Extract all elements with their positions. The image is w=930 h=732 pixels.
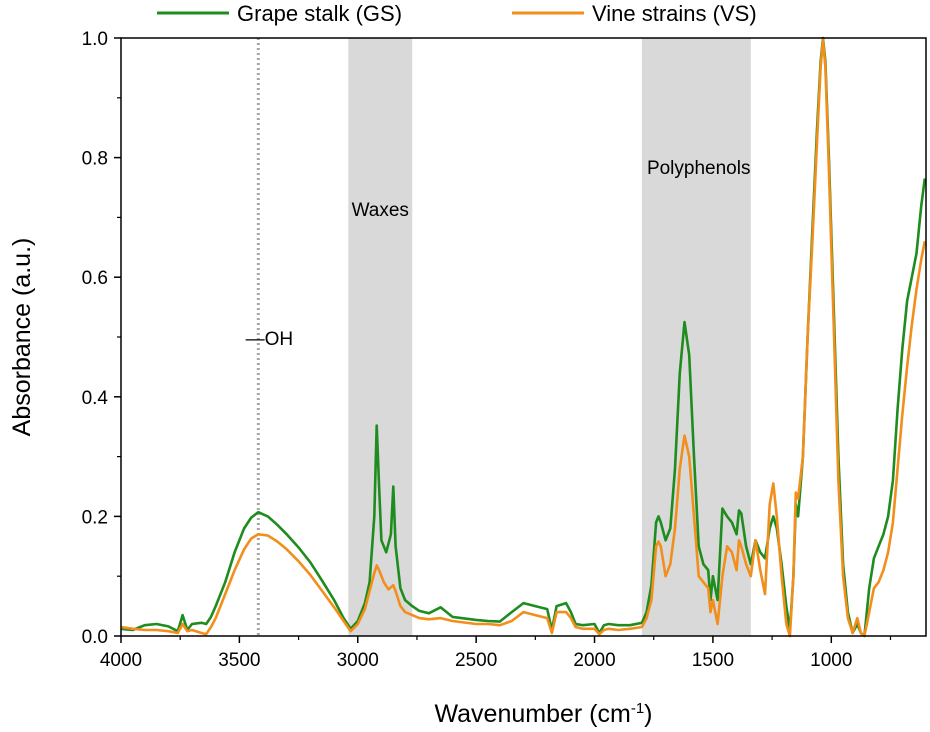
annotation-polyphenols: Polyphenols	[647, 158, 751, 179]
x-tick-label: 3000	[337, 650, 379, 671]
series-line-1	[120, 37, 927, 638]
shaded-region-0	[348, 38, 413, 636]
y-tick-label: 0.8	[82, 149, 108, 170]
y-axis-title: Absorbance (a.u.)	[8, 238, 36, 437]
shaded-regions	[348, 38, 751, 636]
legend: Grape stalk (GS) Vine strains (VS)	[157, 1, 757, 26]
y-tick-label: 0.2	[82, 507, 108, 528]
annotation-waxes: Waxes	[352, 200, 409, 221]
legend-label-0: Grape stalk (GS)	[237, 1, 402, 26]
series-lines	[120, 36, 927, 638]
x-tick-label: 3500	[218, 650, 260, 671]
plot-frame	[120, 37, 927, 637]
annotations: Waxes Polyphenols —OH	[246, 158, 751, 350]
y-tick-label: 1.0	[82, 29, 108, 50]
legend-label-1: Vine strains (VS)	[592, 1, 757, 26]
y-tick-label: 0.6	[82, 268, 108, 289]
x-axis-title: Wavenumber (cm-1)	[434, 700, 652, 728]
x-tick-label: 2000	[573, 650, 615, 671]
x-tick-label: 1000	[810, 650, 852, 671]
x-tick-label: 1500	[692, 650, 734, 671]
x-ticks: 4000 3500 3000 2500 2000 1500 1000	[100, 636, 892, 671]
series-line-0	[120, 36, 927, 638]
x-tick-label: 2500	[455, 650, 497, 671]
y-tick-label: 0.4	[82, 388, 109, 409]
annotation-oh: —OH	[246, 329, 294, 350]
y-ticks: 0.0 0.2 0.4 0.6 0.8 1.0	[82, 29, 121, 648]
y-tick-label: 0.0	[82, 627, 108, 648]
x-tick-label: 4000	[100, 650, 142, 671]
